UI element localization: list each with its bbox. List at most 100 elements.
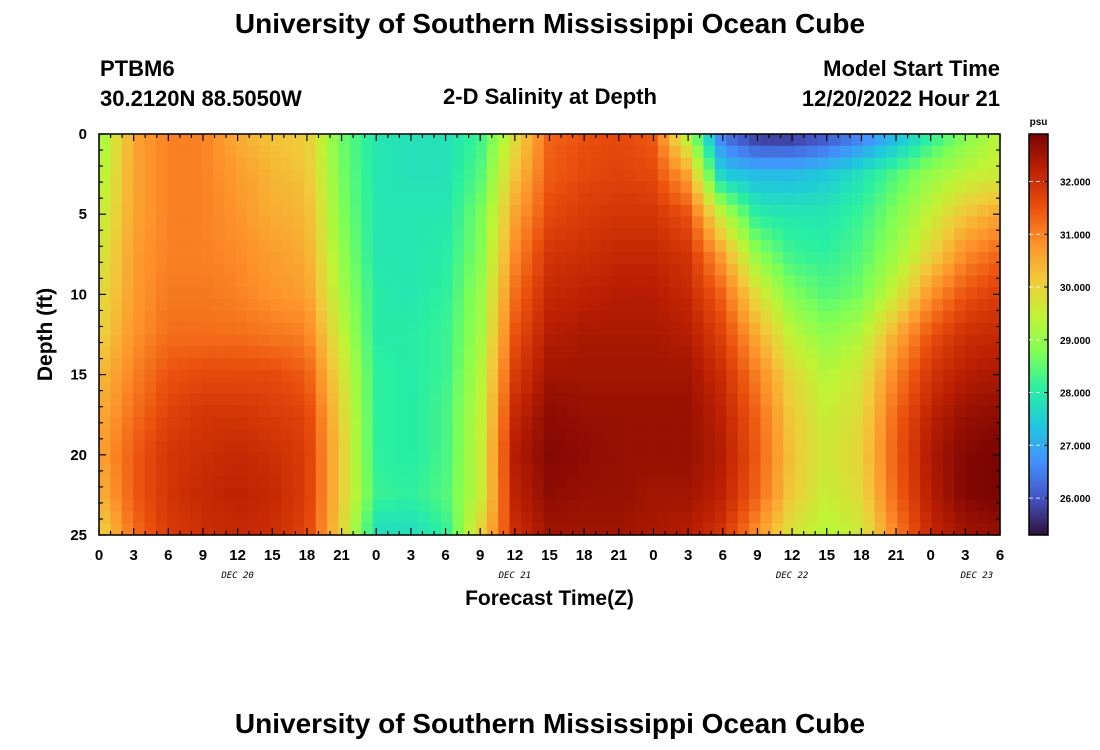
heatmap-cell	[931, 228, 944, 241]
heatmap-cell	[144, 499, 157, 513]
heatmap-cell	[361, 145, 374, 159]
heatmap-cell	[920, 452, 933, 465]
heatmap-cell	[749, 346, 762, 359]
heatmap-cell	[954, 240, 967, 253]
heatmap-cell	[99, 381, 112, 395]
heatmap-cell	[292, 464, 305, 477]
heatmap-cell	[463, 499, 476, 513]
heatmap-cell	[737, 263, 750, 277]
heatmap-cell	[213, 145, 226, 159]
heatmap-cell	[156, 228, 169, 241]
heatmap-cell	[99, 275, 112, 288]
heatmap-cell	[235, 417, 248, 430]
heatmap-cell	[680, 240, 693, 253]
heatmap-cell	[520, 417, 533, 430]
heatmap-cell	[988, 358, 1001, 371]
heatmap-cell	[441, 417, 454, 430]
heatmap-cell	[977, 263, 990, 277]
heatmap-cell	[806, 216, 819, 229]
heatmap-cell	[463, 299, 476, 312]
heatmap-cell	[589, 499, 602, 513]
heatmap-cell	[965, 476, 978, 489]
heatmap-cell	[977, 134, 990, 147]
heatmap-cell	[657, 299, 670, 312]
heatmap-cell	[692, 275, 705, 288]
heatmap-cell	[167, 216, 180, 229]
heatmap-cell	[406, 476, 419, 489]
heatmap-cell	[863, 440, 876, 454]
heatmap-cell	[520, 440, 533, 454]
heatmap-cell	[920, 134, 933, 147]
heatmap-cell	[110, 452, 123, 465]
heatmap-cell	[406, 216, 419, 229]
heatmap-cell	[509, 405, 522, 418]
heatmap-cell	[441, 157, 454, 170]
heatmap-cell	[520, 476, 533, 489]
heatmap-cell	[235, 346, 248, 359]
heatmap-cell	[270, 523, 283, 536]
station-id: PTBM6	[100, 56, 175, 81]
heatmap-cell	[532, 405, 545, 418]
heatmap-cell	[99, 452, 112, 465]
heatmap-cell	[635, 346, 648, 359]
heatmap-cell	[121, 487, 134, 501]
heatmap-cell	[156, 192, 169, 206]
heatmap-cell	[144, 487, 157, 501]
heatmap-cell	[110, 145, 123, 159]
heatmap-cell	[828, 369, 841, 383]
heatmap-cell	[965, 134, 978, 147]
heatmap-cell	[908, 322, 921, 336]
heatmap-cell	[794, 417, 807, 430]
heatmap-cell	[726, 464, 739, 477]
heatmap-cell	[931, 452, 944, 465]
heatmap-cell	[235, 476, 248, 489]
heatmap-cell	[692, 216, 705, 229]
heatmap-cell	[463, 145, 476, 159]
heatmap-cell	[235, 405, 248, 418]
heatmap-cell	[589, 192, 602, 206]
heatmap-cell	[600, 346, 613, 359]
heatmap-cell	[783, 240, 796, 253]
heatmap-cell	[965, 464, 978, 477]
heatmap-cell	[418, 287, 431, 300]
heatmap-cell	[156, 181, 169, 194]
heatmap-cell	[384, 157, 397, 170]
heatmap-cell	[372, 428, 385, 442]
heatmap-cell	[452, 228, 465, 241]
x-tick-label: 18	[576, 547, 593, 564]
heatmap-cell	[920, 393, 933, 406]
heatmap-cell	[851, 322, 864, 336]
heatmap-cell	[110, 240, 123, 253]
heatmap-cell	[247, 263, 260, 277]
heatmap-cell	[965, 204, 978, 218]
heatmap-cell	[669, 157, 682, 170]
heatmap-cell	[338, 263, 351, 277]
heatmap-cell	[680, 310, 693, 324]
heatmap-cell	[703, 334, 716, 347]
heatmap-cell	[760, 381, 773, 395]
heatmap-cell	[635, 428, 648, 442]
heatmap-cell	[418, 145, 431, 159]
heatmap-cell	[954, 299, 967, 312]
heatmap-cell	[851, 511, 864, 524]
heatmap-cell	[201, 287, 214, 300]
heatmap-cell	[749, 523, 762, 536]
heatmap-cell	[646, 240, 659, 253]
heatmap-cell	[349, 452, 362, 465]
heatmap-cell	[635, 393, 648, 406]
heatmap-cell	[429, 310, 442, 324]
heatmap-cell	[99, 499, 112, 513]
heatmap-cell	[281, 134, 294, 147]
heatmap-cell	[349, 381, 362, 395]
heatmap-cell	[726, 287, 739, 300]
heatmap-cell	[931, 369, 944, 383]
heatmap-cell	[452, 464, 465, 477]
heatmap-cell	[121, 251, 134, 265]
heatmap-cell	[931, 263, 944, 277]
heatmap-cell	[441, 240, 454, 253]
heatmap-cell	[555, 251, 568, 265]
heatmap-cell	[817, 192, 830, 206]
heatmap-cell	[384, 145, 397, 159]
heatmap-cell	[532, 251, 545, 265]
colorbar-unit: psu	[1030, 117, 1048, 128]
